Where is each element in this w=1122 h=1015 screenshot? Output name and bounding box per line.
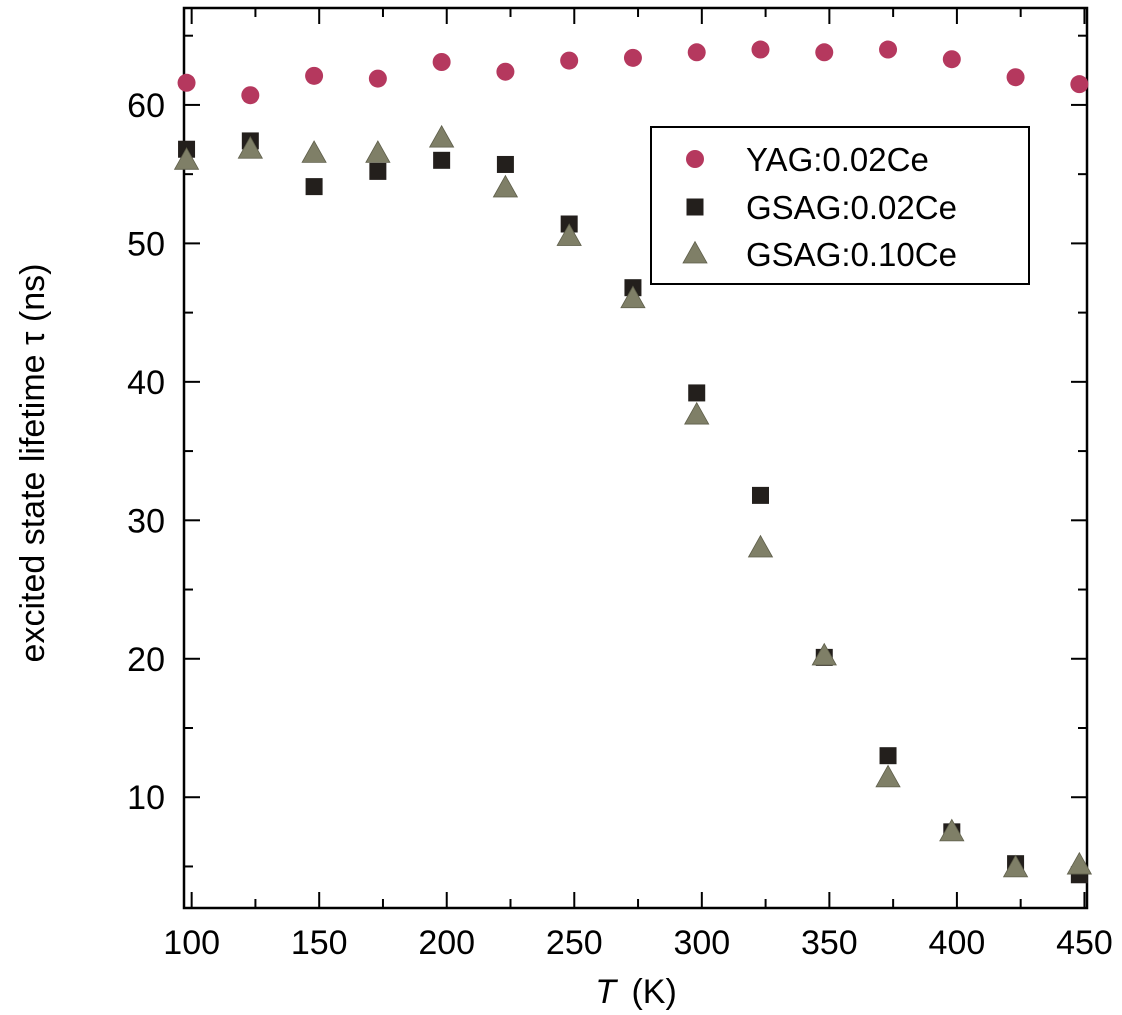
series-circle	[177, 40, 1089, 105]
data-point-triangle	[939, 818, 965, 842]
x-tick-label: 300	[673, 924, 730, 962]
data-point-triangle	[365, 140, 391, 163]
data-point-triangle	[173, 147, 200, 170]
data-point-square	[688, 384, 706, 402]
data-point-circle	[305, 66, 324, 85]
x-axis-tick-labels: 100 150 200 250 300 350 400 450	[163, 924, 1113, 962]
data-point-circle	[942, 50, 961, 69]
data-point-circle	[687, 43, 706, 62]
data-point-circle	[623, 48, 642, 67]
x-tick-label: 150	[291, 924, 348, 962]
data-point-circle	[879, 40, 898, 59]
y-tick-label: 40	[127, 364, 165, 402]
data-point-triangle	[492, 174, 519, 198]
data-point-triangle	[1066, 851, 1093, 875]
data-point-triangle	[747, 534, 774, 558]
y-tick-label: 50	[127, 225, 165, 263]
legend-label: GSAG:0.10Ce	[746, 236, 957, 273]
series-triangle	[173, 124, 1093, 878]
data-point-triangle	[556, 223, 582, 246]
data-point-square	[369, 162, 387, 180]
data-point-circle	[751, 40, 770, 59]
data-point-square	[496, 155, 514, 173]
legend-label: YAG:0.02Ce	[746, 141, 929, 178]
x-axis-unit: (K)	[631, 973, 676, 1011]
y-tick-label: 10	[127, 779, 165, 817]
data-point-circle	[241, 86, 260, 105]
x-tick-label: 400	[929, 924, 986, 962]
x-tick-label: 350	[801, 924, 858, 962]
y-axis-label: excited state lifetime τ (ns)	[14, 264, 52, 663]
data-point-circle	[496, 62, 515, 81]
data-point-circle	[815, 43, 834, 62]
x-tick-label: 100	[163, 924, 220, 962]
x-tick-label: 450	[1056, 924, 1113, 962]
data-point-square	[305, 178, 323, 196]
x-tick-label: 250	[546, 924, 603, 962]
data-point-circle	[560, 51, 579, 70]
y-tick-label: 20	[127, 641, 165, 679]
data-point-circle	[368, 69, 387, 88]
data-points	[173, 40, 1093, 884]
x-axis-label: T (K)	[595, 973, 677, 1011]
data-point-triangle	[811, 642, 837, 666]
data-point-triangle	[620, 285, 646, 309]
data-point-square	[433, 151, 451, 169]
data-point-square	[879, 747, 897, 765]
data-point-triangle	[1002, 854, 1029, 878]
y-axis-tick-labels: 10 20 30 40 50 60	[127, 87, 165, 817]
data-point-triangle	[684, 401, 710, 425]
data-point-square	[751, 486, 769, 504]
data-point-triangle	[237, 136, 264, 159]
data-point-triangle	[875, 764, 901, 788]
y-tick-label: 30	[127, 502, 165, 540]
legend-marker-square	[686, 198, 704, 216]
legend-box	[650, 126, 1030, 285]
plot-frame	[182, 6, 1089, 910]
data-point-circle	[432, 53, 451, 71]
data-point-triangle	[301, 140, 327, 163]
legend-label: GSAG:0.02Ce	[746, 189, 957, 226]
x-tick-label: 200	[418, 924, 475, 962]
data-point-circle	[1006, 68, 1025, 87]
x-axis-symbol: T	[595, 973, 618, 1011]
data-point-circle	[1070, 75, 1089, 94]
legend-marker-circle	[686, 150, 704, 168]
x-axis-ticks	[190, 8, 1086, 908]
legend-marker-triangle	[682, 240, 708, 264]
legend: YAG:0.02Ce GSAG:0.02Ce GSAG:0.10Ce	[650, 126, 1030, 285]
y-tick-label: 60	[127, 87, 165, 125]
y-axis-ticks	[184, 34, 1087, 868]
data-point-circle	[177, 73, 196, 92]
data-point-triangle	[428, 124, 455, 148]
